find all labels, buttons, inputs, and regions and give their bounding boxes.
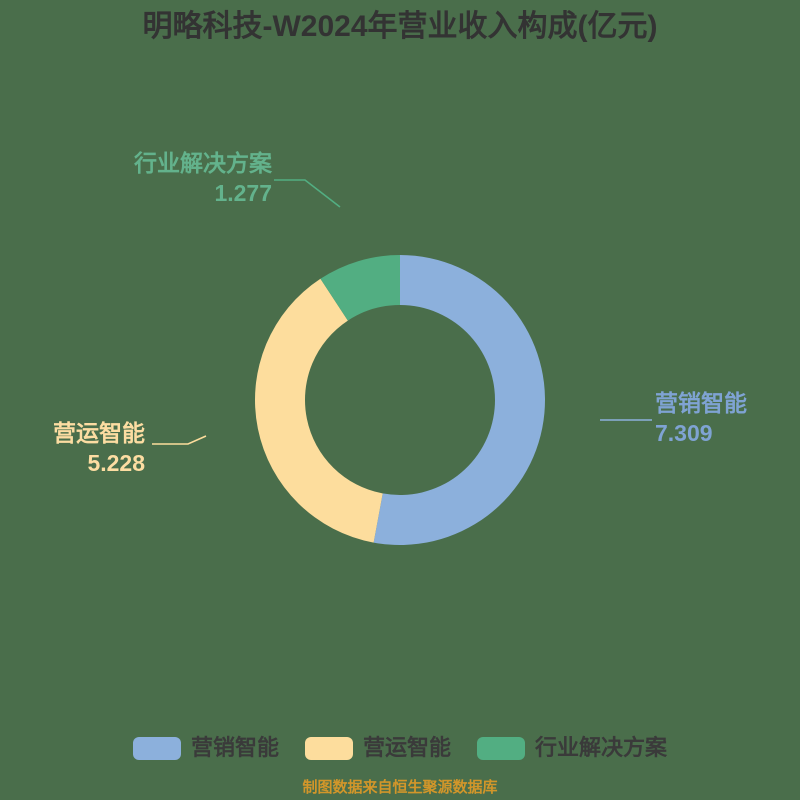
- leader-lines-group: [152, 179, 652, 445]
- legend-swatch-icon-marketing: [132, 736, 181, 760]
- callout-category-marketing: 营销智能: [655, 390, 747, 416]
- legend-item-operations[interactable]: 营运智能: [304, 735, 451, 760]
- chart-legend: 营销智能 营运智能 行业解决方案: [0, 736, 800, 760]
- legend-label-industry: 行业解决方案: [535, 735, 668, 760]
- callout-value-operations: 5.228: [87, 450, 145, 476]
- legend-swatch-icon-industry: [477, 736, 525, 760]
- donut-slice-operations[interactable]: [254, 278, 383, 543]
- legend-item-marketing[interactable]: 营销智能: [132, 735, 279, 760]
- page-title: 明略科技-W2024年营业收入构成(亿元): [142, 10, 658, 43]
- legend-swatch-icon-operations: [304, 736, 353, 760]
- footer-source-note: 制图数据来自恒生聚源数据库: [302, 779, 498, 796]
- callout-label-operations: 营运智能 5.228: [53, 418, 145, 478]
- callout-value-marketing: 7.309: [655, 420, 713, 446]
- leader-line-operations: [152, 435, 207, 445]
- donut-slice-marketing[interactable]: [373, 255, 545, 545]
- legend-item-industry[interactable]: 行业解决方案: [477, 736, 667, 760]
- callout-category-operations: 营运智能: [53, 420, 145, 446]
- leader-line-industry: [274, 179, 341, 208]
- callout-label-industry: 行业解决方案 1.277: [134, 148, 272, 208]
- donut-slices-group: [254, 255, 545, 545]
- callout-label-marketing: 营销智能 7.309: [655, 388, 747, 448]
- callout-category-industry: 行业解决方案: [134, 150, 272, 176]
- legend-label-marketing: 营销智能: [190, 735, 279, 760]
- donut-slice-industry[interactable]: [320, 255, 400, 321]
- legend-label-operations: 营运智能: [362, 735, 451, 760]
- callout-value-industry: 1.277: [214, 180, 272, 206]
